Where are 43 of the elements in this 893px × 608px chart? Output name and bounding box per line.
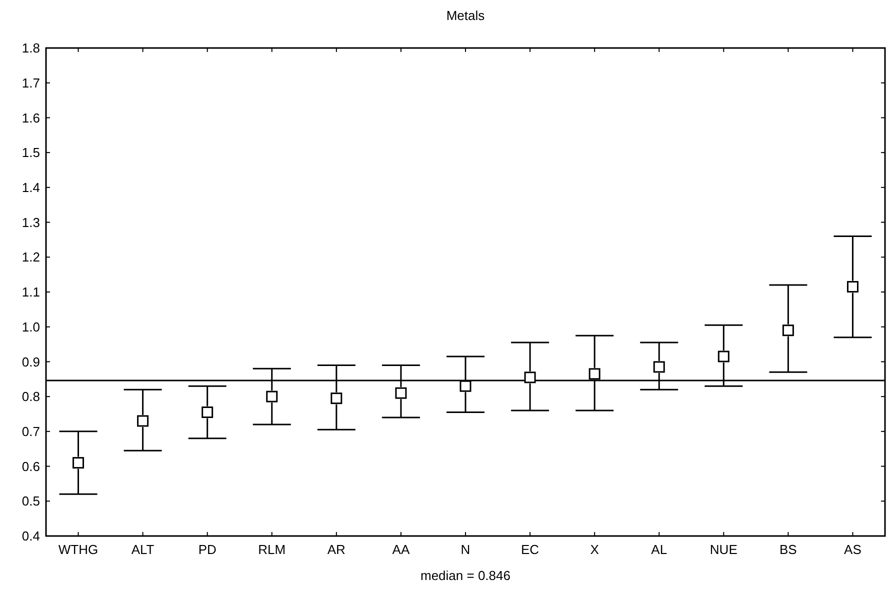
x-tick-label: AR [327, 542, 346, 557]
point [72, 457, 84, 469]
y-tick-label: 1.5 [22, 145, 40, 160]
point [460, 380, 472, 392]
x-tick-label: EC [521, 542, 540, 557]
x-tick-label: N [460, 542, 470, 557]
x-tick-label: AA [392, 542, 410, 557]
point [395, 387, 407, 399]
x-tick-label: ALT [131, 542, 154, 557]
y-tick-label: 1.0 [22, 319, 40, 334]
x-tick-label: AL [651, 542, 668, 557]
x-tick-label: X [590, 542, 600, 557]
y-tick-label: 0.7 [22, 424, 40, 439]
point [782, 324, 794, 336]
x-tick-label: AS [844, 542, 862, 557]
y-tick-label: 0.8 [22, 389, 40, 404]
ref-line-label: median = 0.846 [420, 568, 510, 583]
point [653, 361, 665, 373]
point [137, 415, 149, 427]
y-tick-label: 0.9 [22, 354, 40, 370]
y-tick-label: 1.2 [22, 250, 40, 265]
x-tick-label: BS [780, 542, 798, 557]
y-tick-label: 1.4 [22, 180, 40, 195]
y-tick-label: 1.8 [22, 40, 40, 56]
y-tick-label: 1.3 [22, 214, 40, 230]
x-tick-label: WTHG [58, 542, 98, 557]
y-tick-label: 1.6 [22, 110, 40, 126]
point [588, 368, 600, 380]
point [846, 281, 858, 293]
y-tick-label: 0.5 [22, 494, 40, 509]
point [524, 372, 536, 384]
x-tick-label: PD [198, 542, 216, 557]
point [718, 350, 730, 362]
point [266, 390, 278, 402]
y-tick-label: 0.4 [22, 528, 40, 544]
y-tick-label: 1.7 [22, 75, 40, 90]
y-tick-label: 0.6 [22, 458, 40, 474]
point [330, 392, 342, 404]
chart-title: Metals [446, 8, 486, 23]
point [202, 406, 214, 418]
x-tick-label: NUE [710, 542, 738, 557]
x-tick-label: RLM [258, 542, 286, 557]
y-tick-label: 1.1 [22, 284, 40, 300]
